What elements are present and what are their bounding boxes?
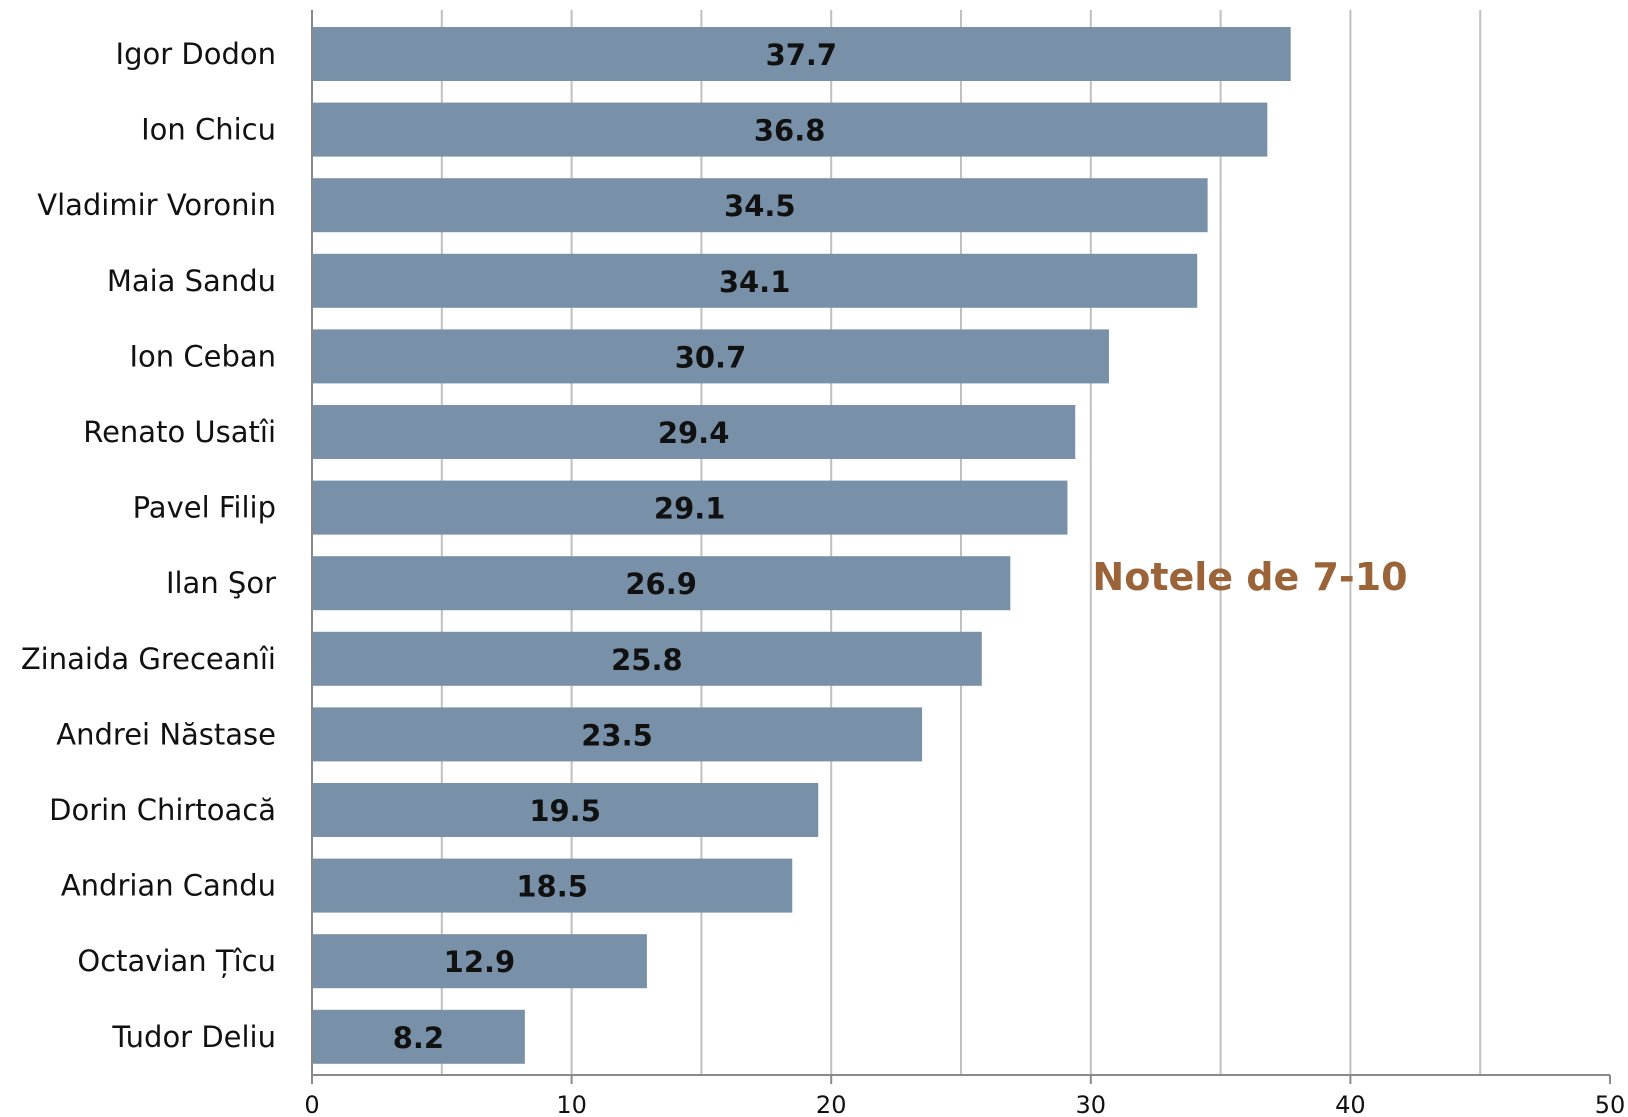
x-tick-label: 10 [556, 1091, 587, 1117]
value-labels: 37.7 36.8 34.5 34.1 30.7 29.4 29.1 26.9 25.8 23.5… [393, 38, 837, 1055]
x-tick-label: 40 [1335, 1091, 1366, 1117]
data-label: 29.1 [654, 492, 726, 526]
data-label: 12.9 [444, 945, 516, 979]
category-label: Ion Chicu [141, 113, 276, 147]
data-label: 37.7 [766, 38, 838, 72]
category-label: Andrian Candu [61, 869, 276, 903]
chart-annotation: Notele de 7-10 [1092, 555, 1407, 599]
bar [312, 480, 1068, 535]
bar [312, 253, 1198, 308]
bar [312, 405, 1076, 459]
bar [312, 102, 1268, 157]
category-label: Vladimir Voronin [37, 188, 276, 222]
bar [312, 707, 923, 762]
category-label: Octavian Țîcu [77, 944, 276, 978]
bar [312, 329, 1109, 384]
category-labels: Igor Dodon Ion Chicu Vladimir Voronin Maia … [21, 37, 276, 1054]
category-label: Renato Usatîi [83, 415, 276, 449]
bar [312, 858, 793, 913]
data-label: 29.4 [658, 416, 730, 450]
category-label: Ilan Şor [166, 566, 276, 600]
bar [312, 783, 819, 837]
bar [312, 1009, 525, 1064]
data-label: 34.1 [719, 265, 791, 299]
x-axis: 0 10 20 30 40 50 [304, 10, 1625, 1117]
data-label: 8.2 [393, 1021, 444, 1055]
category-label: Zinaida Greceanîi [21, 642, 276, 676]
data-label: 34.5 [724, 189, 796, 223]
data-label: 18.5 [516, 870, 588, 904]
category-label: Maia Sandu [107, 264, 276, 298]
gridlines [440, 10, 1482, 1075]
bars [312, 27, 1291, 1064]
x-tick-label: 30 [1076, 1091, 1107, 1117]
data-label: 23.5 [581, 718, 653, 752]
x-tick-label: 0 [304, 1091, 319, 1117]
bar [312, 556, 1011, 611]
data-label: 26.9 [625, 567, 697, 601]
category-label: Andrei Năstase [56, 717, 276, 751]
x-tick-label: 20 [816, 1091, 847, 1117]
data-label: 25.8 [611, 643, 683, 677]
data-label: 19.5 [529, 794, 601, 828]
bar [312, 27, 1291, 81]
category-label: Igor Dodon [116, 37, 276, 71]
x-tick-label: 50 [1595, 1091, 1626, 1117]
bar [312, 631, 982, 686]
category-label: Tudor Deliu [111, 1020, 276, 1054]
bar [312, 934, 647, 989]
data-label: 36.8 [754, 114, 826, 148]
category-label: Pavel Filip [133, 491, 276, 525]
category-label: Dorin Chirtoacă [49, 793, 276, 827]
category-label: Ion Ceban [129, 339, 276, 373]
data-label: 30.7 [675, 340, 747, 374]
bar [312, 178, 1208, 233]
